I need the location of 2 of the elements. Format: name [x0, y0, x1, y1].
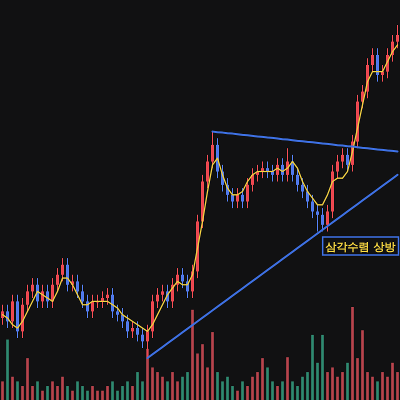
annotation: 삼각수렴 상방 — [326, 240, 396, 254]
annotation: 삼각수렴 상방 — [322, 236, 400, 256]
